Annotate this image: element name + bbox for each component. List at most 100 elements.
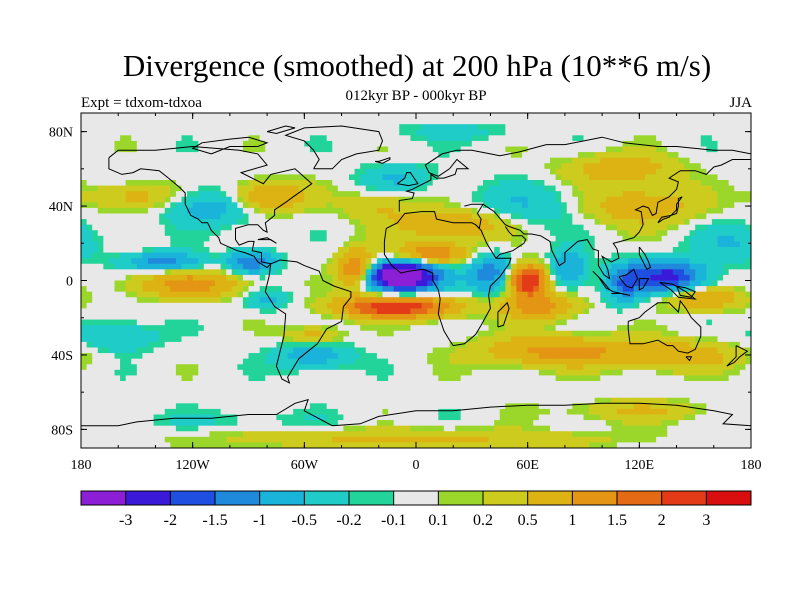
field-cell	[700, 308, 707, 315]
field-cell	[544, 314, 551, 320]
field-cell	[700, 202, 707, 209]
field-cell	[723, 269, 730, 276]
field-cell	[120, 135, 127, 142]
field-cell	[159, 202, 166, 209]
field-cell	[142, 118, 149, 125]
field-cell	[622, 241, 629, 248]
field-cell	[349, 224, 355, 231]
field-cell	[376, 202, 383, 209]
field-cell	[477, 163, 484, 170]
field-cell	[656, 314, 663, 320]
field-cell	[684, 140, 690, 147]
field-cell	[270, 252, 277, 259]
field-cell	[717, 191, 724, 198]
field-cell	[125, 124, 132, 131]
field-cell	[220, 174, 227, 181]
field-cell	[187, 129, 194, 136]
field-cell	[639, 157, 646, 164]
field-cell	[159, 291, 166, 298]
field-cell	[739, 185, 746, 192]
field-cell	[254, 163, 261, 170]
field-cell	[349, 308, 355, 315]
field-cell	[449, 330, 456, 337]
field-cell	[321, 308, 328, 315]
field-cell	[231, 269, 238, 276]
field-cell	[505, 118, 512, 125]
field-cell	[594, 302, 601, 309]
field-cell	[354, 274, 361, 281]
field-cell	[136, 291, 143, 298]
field-cell	[471, 180, 478, 186]
field-cell	[399, 224, 406, 231]
field-cell	[326, 252, 333, 259]
field-cell	[689, 124, 696, 131]
field-cell	[516, 297, 523, 304]
field-cell	[159, 219, 166, 226]
field-cell	[153, 146, 160, 153]
field-cell	[231, 286, 238, 293]
field-cell	[203, 157, 210, 164]
field-cell	[293, 330, 300, 337]
field-cell	[689, 146, 696, 153]
field-cell	[92, 274, 99, 281]
field-cell	[555, 157, 562, 164]
field-cell	[148, 152, 154, 159]
field-cell	[120, 341, 127, 348]
field-cell	[410, 263, 417, 270]
field-cell	[343, 146, 350, 153]
field-cell	[734, 146, 741, 153]
field-cell	[639, 202, 646, 209]
field-cell	[181, 174, 188, 181]
field-cell	[86, 286, 93, 293]
field-cell	[577, 235, 584, 242]
field-cell	[689, 230, 696, 237]
field-cell	[471, 319, 478, 326]
field-cell	[187, 314, 194, 320]
field-cell	[667, 191, 674, 198]
field-cell	[689, 291, 696, 298]
field-cell	[689, 325, 696, 332]
field-cell	[131, 263, 138, 270]
field-cell	[533, 274, 540, 281]
field-cell	[343, 152, 350, 159]
field-cell	[684, 185, 690, 192]
field-cell	[337, 180, 344, 186]
field-cell	[427, 168, 434, 175]
field-cell	[103, 219, 110, 226]
field-cell	[667, 269, 674, 276]
field-cell	[550, 124, 556, 131]
field-cell	[343, 258, 350, 265]
field-cell	[203, 341, 210, 348]
field-cell	[661, 258, 668, 265]
field-cell	[639, 235, 646, 242]
field-cell	[700, 163, 707, 170]
field-cell	[594, 297, 601, 304]
field-cell	[92, 191, 99, 198]
field-cell	[120, 235, 127, 242]
field-cell	[622, 140, 629, 147]
field-cell	[443, 319, 450, 326]
field-cell	[388, 135, 395, 142]
field-cell	[337, 319, 344, 326]
field-cell	[695, 269, 702, 276]
field-cell	[360, 263, 367, 270]
field-cell	[605, 308, 612, 315]
field-cell	[81, 185, 87, 192]
field-cell	[672, 274, 679, 281]
field-cell	[633, 135, 640, 142]
field-cell	[142, 325, 149, 332]
field-cell	[494, 274, 501, 281]
field-cell	[315, 291, 322, 298]
field-cell	[672, 319, 679, 326]
field-cell	[684, 213, 690, 220]
field-cell	[198, 286, 205, 293]
field-cell	[427, 263, 434, 270]
field-cell	[265, 336, 272, 343]
field-cell	[159, 252, 166, 259]
field-cell	[566, 319, 573, 326]
field-cell	[477, 336, 484, 343]
field-cell	[572, 219, 579, 226]
field-cell	[734, 258, 741, 265]
field-cell	[416, 135, 422, 142]
field-cell	[644, 325, 651, 332]
